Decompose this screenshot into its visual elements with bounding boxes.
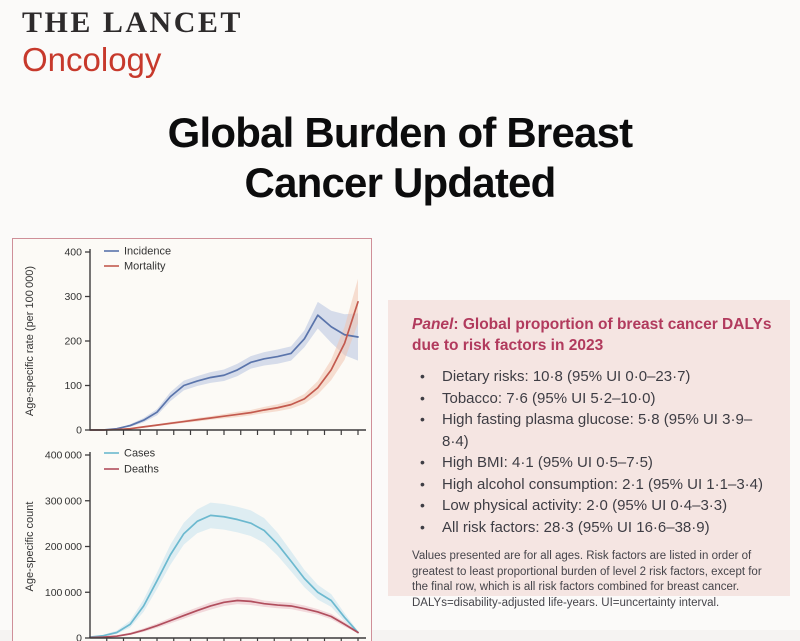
- risk-factor-item: Tobacco: 7·6 (95% UI 5·2–10·0): [416, 388, 774, 410]
- svg-text:100 000: 100 000: [45, 587, 82, 599]
- svg-text:200: 200: [64, 336, 82, 348]
- svg-text:Mortality: Mortality: [124, 261, 166, 273]
- svg-text:400 000: 400 000: [45, 450, 82, 462]
- svg-text:300 000: 300 000: [45, 495, 82, 507]
- svg-text:Cases: Cases: [124, 448, 156, 460]
- page-title-line1: Global Burden of Breast: [167, 109, 633, 156]
- panel-title-rest: : Global proportion of breast cancer DAL…: [412, 316, 772, 354]
- svg-text:0: 0: [76, 633, 82, 641]
- panel-title-word: Panel: [412, 316, 454, 333]
- lancet-masthead: THE LANCET Oncology: [22, 6, 243, 79]
- panel-footnote: Values presented are for all ages. Risk …: [412, 550, 762, 609]
- svg-text:Incidence: Incidence: [124, 246, 171, 258]
- figure-box: 0 100 200 300 400 Age-specific rate (per 100 …: [12, 238, 372, 641]
- risk-factor-item: High alcohol consumption: 2·1 (95% UI 1·…: [416, 474, 774, 496]
- panel-title: Panel: Global proportion of breast cance…: [412, 314, 774, 356]
- risk-factor-item: Dietary risks: 10·8 (95% UI 0·0–23·7): [416, 366, 774, 388]
- svg-text:100: 100: [64, 380, 82, 392]
- page-title: Global Burden of Breast Cancer Updated: [0, 108, 800, 208]
- svg-text:Age-specific count: Age-specific count: [24, 502, 36, 592]
- risk-panel: Panel: Global proportion of breast cance…: [388, 300, 790, 609]
- cases-deaths-chart: 0 100 000 200 000 300 000 400 000 Age-specifi…: [24, 448, 366, 641]
- risk-factor-item: High fasting plasma glucose: 5·8 (95% UI…: [416, 409, 774, 452]
- page-title-line2: Cancer Updated: [244, 159, 557, 206]
- svg-text:300: 300: [64, 291, 82, 303]
- journal-name: Oncology: [22, 41, 162, 78]
- svg-text:0: 0: [76, 425, 82, 437]
- incidence-mortality-chart: 0 100 200 300 400 Age-specific rate (per 100 …: [24, 246, 366, 437]
- risk-factor-item: Low physical activity: 2·0 (95% UI 0·4–3…: [416, 495, 774, 517]
- svg-text:Deaths: Deaths: [124, 464, 159, 476]
- svg-text:400: 400: [64, 247, 82, 259]
- bottom-strip: [0, 630, 800, 641]
- svg-text:200 000: 200 000: [45, 541, 82, 553]
- risk-factor-item: High BMI: 4·1 (95% UI 0·5–7·5): [416, 452, 774, 474]
- svg-text:Age-specific rate (per 100 000: Age-specific rate (per 100 000): [24, 266, 36, 416]
- risk-factor-list: Dietary risks: 10·8 (95% UI 0·0–23·7)Tob…: [412, 366, 774, 538]
- risk-factor-item: All risk factors: 28·3 (95% UI 16·6–38·9…: [416, 517, 774, 539]
- lancet-brand-wordmark: THE LANCET: [22, 6, 243, 39]
